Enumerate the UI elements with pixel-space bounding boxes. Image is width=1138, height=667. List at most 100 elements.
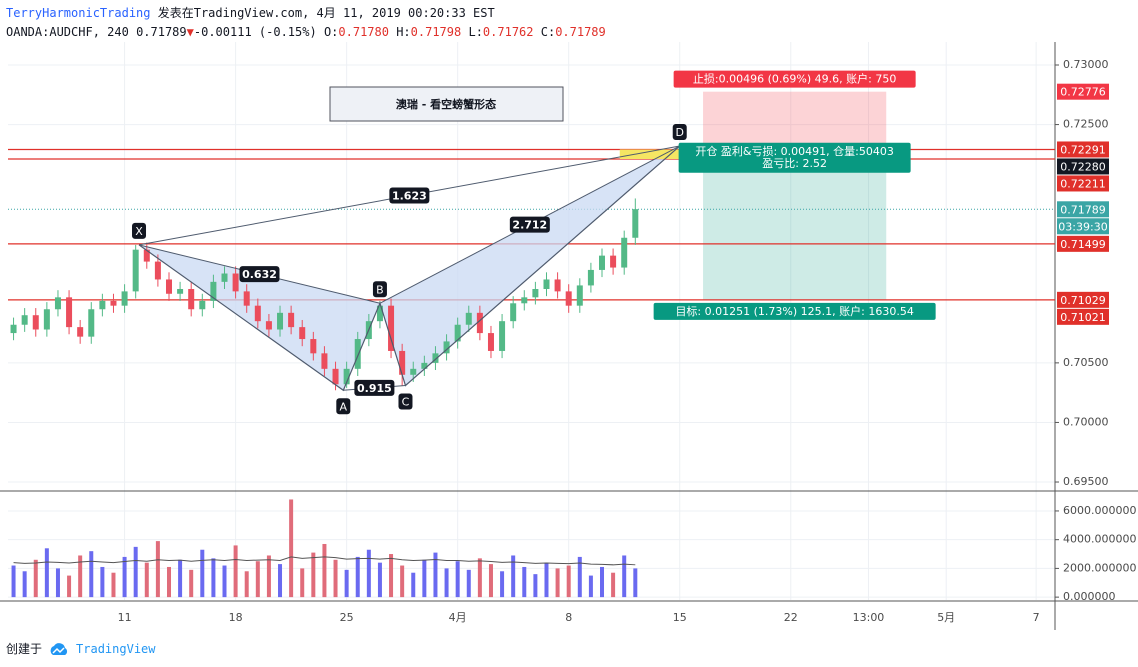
volume-bar	[588, 575, 593, 598]
point-label: B	[376, 283, 384, 296]
title-box	[329, 86, 564, 122]
y-tick-label: 2000.000000	[1063, 561, 1136, 574]
volume-bar	[22, 571, 27, 598]
logo	[50, 642, 68, 655]
volume-bar	[144, 562, 149, 598]
volume-bar	[33, 559, 38, 598]
point-box	[398, 393, 413, 410]
volume-bar	[611, 572, 616, 598]
brand[interactable]: TradingView	[76, 641, 156, 656]
candle-body	[288, 312, 295, 328]
volume-bar	[100, 566, 105, 598]
volume-bar	[244, 571, 249, 598]
stop-badge	[673, 70, 916, 88]
volume-bar	[389, 554, 394, 598]
published: 发表在TradingView.com, 4月 11, 2019 00:20:33…	[157, 6, 495, 20]
candle-body	[154, 261, 161, 280]
candle-body	[576, 285, 583, 306]
x-tick-label: 25	[340, 611, 354, 624]
x-tick-label: 4月	[449, 611, 467, 624]
y-tick-label: 0.000000	[1063, 590, 1116, 603]
point-box	[132, 222, 147, 239]
point-box	[372, 281, 387, 298]
candle-body	[376, 305, 383, 322]
candle-body	[88, 309, 95, 337]
candle-body	[165, 279, 172, 294]
price-badge-label: 0.71029	[1060, 294, 1106, 307]
header: TerryHarmonicTrading 发表在TradingView.com,…	[6, 4, 606, 42]
volume-bar	[411, 572, 416, 598]
volume-bar	[333, 559, 338, 598]
candle-body	[265, 321, 272, 330]
ohlc-value: 0.71762	[482, 25, 534, 39]
volume-bar	[111, 572, 116, 598]
candle-body	[232, 273, 239, 292]
volume-ma	[13, 556, 636, 566]
target-badge	[653, 302, 936, 320]
candle-body	[565, 291, 572, 306]
volume-bar	[178, 559, 183, 598]
stop-text: 止损:0.00496 (0.69%) 49.6, 账户: 750	[693, 72, 896, 86]
candle-body	[66, 297, 73, 328]
point-box	[336, 398, 351, 415]
volume-bar	[444, 568, 449, 598]
candle-body	[99, 300, 106, 310]
candle-body	[121, 291, 128, 306]
ohlc-label: O:	[323, 25, 339, 39]
candle-body	[632, 209, 639, 238]
candle-body	[243, 291, 250, 306]
header-line: OANDA:AUDCHF, 240 0.71789▼-0.00111 (-0.1…	[6, 23, 606, 42]
candle-body	[532, 288, 539, 298]
y-tick-label: 0.69500	[1063, 475, 1109, 488]
ohlc-label: H:	[396, 25, 411, 39]
plot-background	[8, 42, 1055, 600]
y-tick-label: 0.70000	[1063, 415, 1109, 428]
candle-body	[610, 255, 617, 268]
candle-body	[499, 321, 506, 351]
y-tick-label: 4000.000000	[1063, 533, 1136, 546]
candle-body	[77, 327, 84, 337]
candle-body	[143, 249, 150, 262]
candle-body	[343, 368, 350, 385]
x-tick-label: 11	[118, 611, 132, 624]
volume-bar	[422, 559, 427, 598]
candle-body	[177, 288, 184, 294]
volume-bar	[222, 565, 227, 598]
candle-body	[199, 300, 206, 310]
ratio-box	[239, 266, 280, 283]
ratio-box	[354, 379, 395, 396]
volume-bar	[366, 549, 371, 598]
price-badge	[1057, 218, 1109, 235]
d-zone	[619, 149, 680, 160]
volume-bar	[166, 566, 171, 598]
volume-bar	[211, 558, 216, 598]
candle-body	[254, 305, 261, 322]
candle-body	[332, 368, 339, 385]
candle-body	[454, 324, 461, 342]
price-badge	[1057, 158, 1109, 175]
price-badge-label: 0.72776	[1060, 86, 1106, 99]
point-label: D	[675, 126, 683, 139]
candle-body	[476, 312, 483, 334]
price-badge	[1057, 141, 1109, 158]
candle-body	[510, 303, 517, 322]
created: 创建于	[6, 642, 43, 656]
entry-text: 盈亏比: 2.52	[762, 157, 827, 170]
volume-bar	[511, 555, 516, 598]
price-badge-label: 0.72291	[1060, 143, 1106, 156]
volume-bar	[488, 564, 493, 598]
volume-bar	[600, 566, 605, 598]
ohlc-value: 0.71798	[410, 25, 462, 39]
ohlc-label: L:	[468, 25, 483, 39]
volume-bar	[500, 571, 505, 598]
candle-body	[43, 309, 50, 330]
volume-bar	[377, 562, 382, 598]
candle-body	[599, 255, 606, 270]
candle-body	[487, 333, 494, 351]
candle-body	[443, 341, 450, 354]
ohlc-value: 0.71780	[338, 25, 389, 39]
price-badge-label: 0.72280	[1060, 160, 1106, 173]
volume-bar	[300, 568, 305, 598]
x-tick-label: 8	[565, 611, 572, 624]
